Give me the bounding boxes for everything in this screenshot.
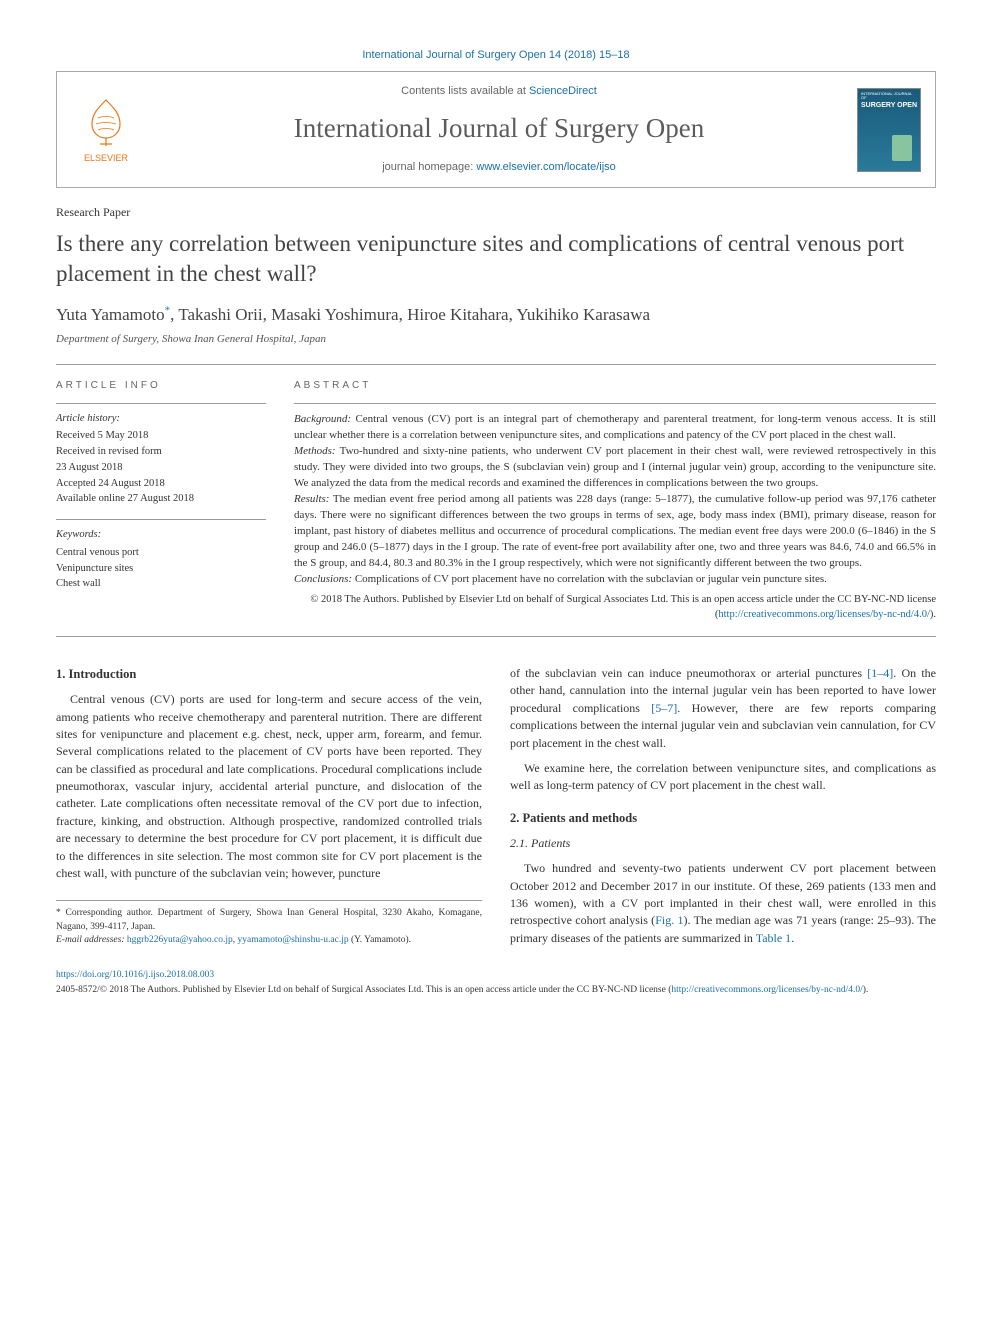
author-names-rest: , Takashi Orii, Masaki Yoshimura, Hiroe … bbox=[170, 305, 650, 324]
p2-pre: of the subclavian vein can induce pneumo… bbox=[510, 666, 867, 680]
issn-copyright-line: 2405-8572/© 2018 The Authors. Published … bbox=[56, 984, 936, 997]
keyword: Chest wall bbox=[56, 576, 266, 592]
homepage-link[interactable]: www.elsevier.com/locate/ijso bbox=[476, 161, 615, 173]
email-line: E-mail addresses: hggrb226yuta@yahoo.co.… bbox=[56, 934, 482, 947]
fig-1-link[interactable]: Fig. 1 bbox=[655, 913, 683, 927]
patients-paragraph: Two hundred and seventy-two patients und… bbox=[510, 860, 936, 947]
contents-pre: Contents lists available at bbox=[401, 85, 529, 97]
left-column: 1. Introduction Central venous (CV) port… bbox=[56, 665, 482, 955]
abstract-results: Results: The median event free period am… bbox=[294, 492, 936, 572]
ref-link-1-4[interactable]: [1–4] bbox=[867, 666, 893, 680]
divider-bottom bbox=[56, 636, 936, 637]
issn-post: ). bbox=[863, 985, 869, 995]
abs-label: Conclusions: bbox=[294, 573, 352, 585]
email-link-1[interactable]: hggrb226yuta@yahoo.co.jp bbox=[127, 935, 233, 945]
license-link[interactable]: http://creativecommons.org/licenses/by-n… bbox=[718, 609, 930, 620]
contents-list-line: Contents lists available at ScienceDirec… bbox=[155, 84, 843, 99]
history-line: Available online 27 August 2018 bbox=[56, 491, 266, 507]
abs-text: Complications of CV port placement have … bbox=[352, 573, 827, 585]
cover-title-text: SURGERY OPEN bbox=[861, 102, 917, 110]
keywords-block: Keywords: Central venous port Venipunctu… bbox=[56, 519, 266, 592]
header-center: Contents lists available at ScienceDirec… bbox=[155, 84, 843, 175]
ref-link-5-7[interactable]: [5–7] bbox=[651, 701, 677, 715]
author-list: Yuta Yamamoto*, Takashi Orii, Masaki Yos… bbox=[56, 303, 936, 327]
keywords-label: Keywords: bbox=[56, 528, 266, 543]
abs-label: Background: bbox=[294, 413, 351, 425]
abstract-copyright: © 2018 The Authors. Published by Elsevie… bbox=[294, 592, 936, 622]
abs-text: Central venous (CV) port is an integral … bbox=[294, 413, 936, 441]
sciencedirect-link[interactable]: ScienceDirect bbox=[529, 85, 597, 97]
history-label: Article history: bbox=[56, 412, 266, 427]
abstract-background: Background: Central venous (CV) port is … bbox=[294, 412, 936, 444]
footnotes: * Corresponding author. Department of Su… bbox=[56, 900, 482, 947]
abstract-methods: Methods: Two-hundred and sixty-nine pati… bbox=[294, 444, 936, 492]
abstract-column: ABSTRACT Background: Central venous (CV)… bbox=[294, 379, 936, 622]
elsevier-logo-text: ELSEVIER bbox=[84, 152, 128, 165]
issn-pre: 2405-8572/© 2018 The Authors. Published … bbox=[56, 985, 671, 995]
email-name: (Y. Yamamoto). bbox=[351, 935, 411, 945]
author-names: Yuta Yamamoto bbox=[56, 305, 165, 324]
page-footer: https://doi.org/10.1016/j.ijso.2018.08.0… bbox=[56, 969, 936, 998]
history-line: Received 5 May 2018 bbox=[56, 428, 266, 444]
section-1-heading: 1. Introduction bbox=[56, 665, 482, 683]
doi-link[interactable]: https://doi.org/10.1016/j.ijso.2018.08.0… bbox=[56, 970, 214, 980]
abs-label: Methods: bbox=[294, 445, 336, 457]
homepage-line: journal homepage: www.elsevier.com/locat… bbox=[155, 160, 843, 175]
keyword: Central venous port bbox=[56, 545, 266, 561]
intro-paragraph-3: We examine here, the correlation between… bbox=[510, 760, 936, 795]
article-title: Is there any correlation between venipun… bbox=[56, 229, 936, 289]
article-type: Research Paper bbox=[56, 204, 936, 221]
abs-label: Results: bbox=[294, 493, 329, 505]
history-line: Accepted 24 August 2018 bbox=[56, 476, 266, 492]
journal-name: International Journal of Surgery Open bbox=[155, 110, 843, 148]
section-2-heading: 2. Patients and methods bbox=[510, 809, 936, 827]
elsevier-tree-icon bbox=[78, 94, 134, 150]
email-link-2[interactable]: yyamamoto@shinshu-u.ac.jp bbox=[237, 935, 348, 945]
corresponding-author-note: * Corresponding author. Department of Su… bbox=[56, 907, 482, 934]
cover-graphic-icon bbox=[892, 135, 912, 161]
history-line: 23 August 2018 bbox=[56, 460, 266, 476]
page-root: International Journal of Surgery Open 14… bbox=[0, 0, 992, 1028]
abstract-label: ABSTRACT bbox=[294, 379, 936, 394]
info-abstract-row: ARTICLE INFO Article history: Received 5… bbox=[56, 365, 936, 636]
doi-line: https://doi.org/10.1016/j.ijso.2018.08.0… bbox=[56, 969, 936, 982]
article-info-label: ARTICLE INFO bbox=[56, 379, 266, 393]
abs-text: Two-hundred and sixty-nine patients, who… bbox=[294, 445, 936, 489]
body-two-columns: 1. Introduction Central venous (CV) port… bbox=[56, 665, 936, 955]
abstract-conclusions: Conclusions: Complications of CV port pl… bbox=[294, 572, 936, 588]
intro-paragraph-1: Central venous (CV) ports are used for l… bbox=[56, 691, 482, 882]
history-line: Received in revised form bbox=[56, 444, 266, 460]
journal-cover-thumbnail: INTERNATIONAL JOURNAL OF SURGERY OPEN bbox=[857, 88, 921, 172]
journal-header: ELSEVIER Contents lists available at Sci… bbox=[56, 71, 936, 188]
article-history: Article history: Received 5 May 2018 Rec… bbox=[56, 403, 266, 507]
divider-abstract bbox=[294, 403, 936, 404]
article-info-column: ARTICLE INFO Article history: Received 5… bbox=[56, 379, 266, 622]
homepage-pre: journal homepage: bbox=[382, 161, 476, 173]
footer-license-link[interactable]: http://creativecommons.org/licenses/by-n… bbox=[671, 985, 862, 995]
copyright-close: ). bbox=[930, 609, 936, 620]
section-2-1-heading: 2.1. Patients bbox=[510, 835, 936, 852]
cover-top-text: INTERNATIONAL JOURNAL OF bbox=[861, 92, 917, 101]
affiliation: Department of Surgery, Showa Inan Genera… bbox=[56, 332, 936, 347]
table-1-link[interactable]: Table 1 bbox=[756, 931, 791, 945]
email-label: E-mail addresses: bbox=[56, 935, 125, 945]
right-column: of the subclavian vein can induce pneumo… bbox=[510, 665, 936, 955]
intro-paragraph-2: of the subclavian vein can induce pneumo… bbox=[510, 665, 936, 752]
abs-text: The median event free period among all p… bbox=[294, 493, 936, 569]
keyword: Venipuncture sites bbox=[56, 561, 266, 577]
p21-post: . bbox=[791, 931, 794, 945]
top-citation: International Journal of Surgery Open 14… bbox=[56, 48, 936, 63]
elsevier-logo: ELSEVIER bbox=[71, 91, 141, 169]
